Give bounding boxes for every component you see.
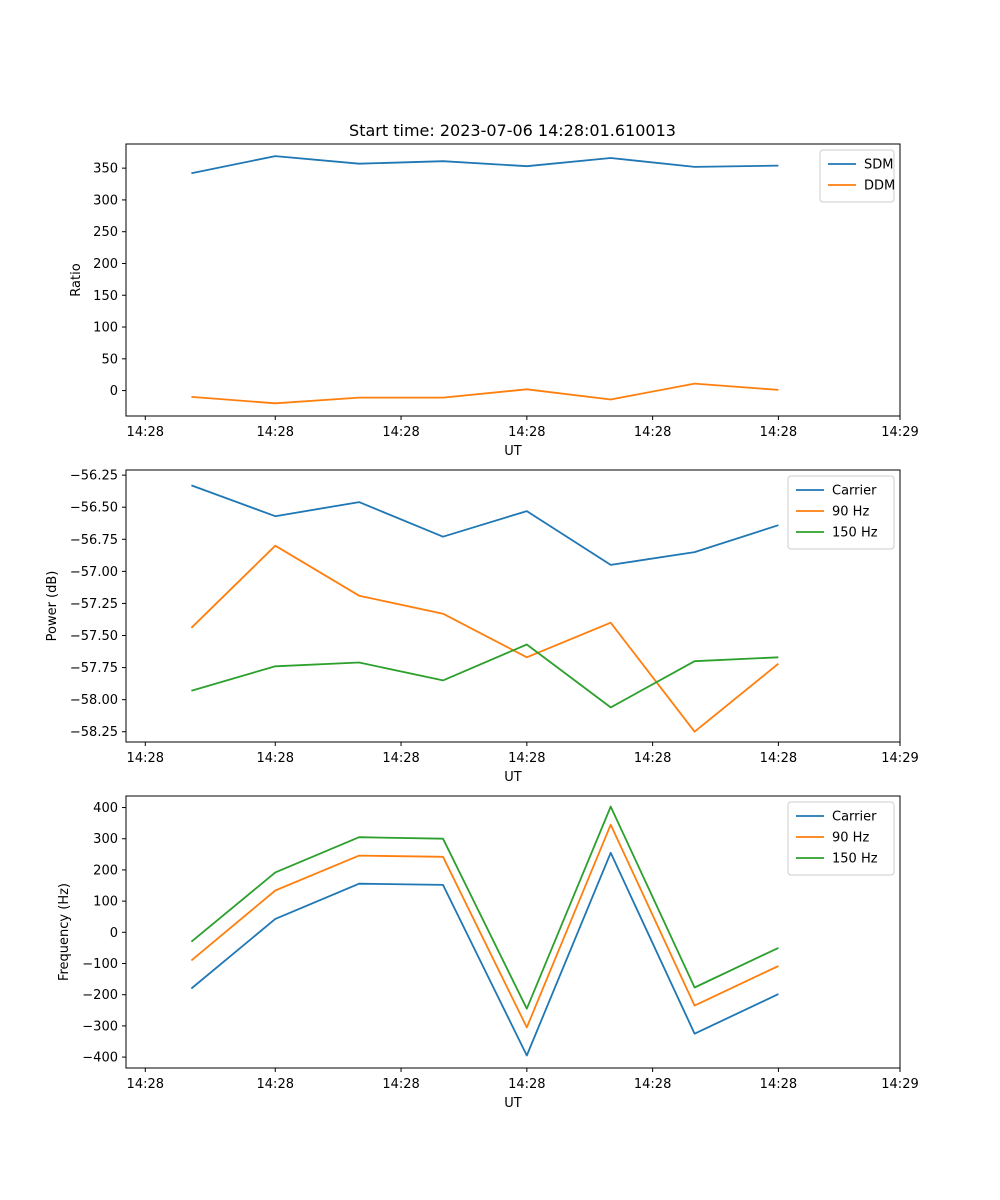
ratio-series-ddm-line (191, 382, 779, 405)
chart-title: Start time: 2023-07-06 14:28:01.610013 (349, 121, 676, 140)
frequency-x-tick-label: 14:28 (382, 1077, 419, 1092)
ratio-y-tick-label: 300 (93, 193, 118, 208)
frequency-y-tick-label: −400 (82, 1051, 118, 1066)
frequency-y-axis-label: Frequency (Hz) (57, 883, 72, 981)
power-x-tick-label: 14:28 (382, 751, 419, 766)
power-legend-label-150-hz: 150 Hz (832, 526, 878, 541)
frequency-y-tick-label: −300 (82, 1019, 118, 1034)
ratio-series-sdm-line (191, 155, 779, 175)
frequency-series-90-hz-line (190, 823, 779, 1029)
frequency-y-tick-label: −200 (82, 988, 118, 1003)
ratio-legend-label-ddm: DDM (864, 179, 895, 194)
frequency-y-tick-label: 0 (110, 926, 118, 941)
ratio-x-tick-label: 14:29 (881, 425, 918, 440)
ratio-y-tick-label: 150 (93, 289, 118, 304)
frequency-y-tick-label: 200 (93, 863, 118, 878)
frequency-x-axis-label: UT (504, 1096, 522, 1111)
power-y-tick-label: −58.25 (70, 725, 118, 740)
frequency-x-tick-label: 14:29 (881, 1077, 918, 1092)
frequency-x-tick-label: 14:28 (760, 1077, 797, 1092)
ratio-legend: SDM DDM (819, 149, 895, 203)
power-x-tick-label: 14:28 (634, 751, 671, 766)
power-legend: Carrier 90 Hz 150 Hz (787, 475, 895, 550)
power-panel: 14:28 14:28 14:28 14:28 14:28 14:28 14:29 −58.2… (45, 469, 919, 785)
frequency-x-tick-label: 14:28 (257, 1077, 294, 1092)
power-series-carrier-line (191, 484, 779, 566)
power-x-tick-label: 14:28 (127, 751, 164, 766)
power-x-tick-label: 14:29 (881, 751, 918, 766)
ratio-x-tick-label: 14:28 (760, 425, 797, 440)
ratio-legend-box (819, 149, 895, 203)
power-y-tick-label: −57.00 (70, 565, 118, 580)
power-series-90-hz-line (190, 544, 779, 733)
frequency-legend: Carrier 90 Hz 150 Hz (787, 801, 895, 876)
ratio-x-tick-label: 14:28 (127, 425, 164, 440)
power-y-tick-label: −56.50 (70, 501, 118, 516)
frequency-legend-label-carrier: Carrier (832, 810, 877, 825)
power-y-tick-label: −57.75 (70, 661, 118, 676)
ratio-panel: 14:28 14:28 14:28 14:28 14:28 14:28 14:29 0 50 10… (69, 143, 919, 459)
ratio-x-tick-label: 14:28 (257, 425, 294, 440)
power-y-tick-label: −56.75 (70, 533, 118, 548)
frequency-y-tick-label: 300 (93, 832, 118, 847)
frequency-panel: 14:28 14:28 14:28 14:28 14:28 14:28 14:29 −400 −… (57, 795, 919, 1111)
power-y-tick-label: −57.25 (70, 597, 118, 612)
frequency-x-tick-label: 14:28 (127, 1077, 164, 1092)
ratio-plot-frame (125, 143, 901, 417)
frequency-x-tick-label: 14:28 (634, 1077, 671, 1092)
ratio-y-tick-label: 50 (101, 352, 118, 367)
ratio-y-tick-label: 200 (93, 257, 118, 272)
ratio-y-tick-label: 350 (93, 162, 118, 177)
power-y-tick-label: −58.00 (70, 693, 118, 708)
ratio-y-tick-label: 250 (93, 225, 118, 240)
frequency-legend-label-150-hz: 150 Hz (832, 852, 878, 867)
power-plot-frame (125, 469, 901, 743)
power-x-tick-label: 14:28 (508, 751, 545, 766)
ratio-x-axis-label: UT (504, 444, 522, 459)
power-y-tick-label: −57.50 (70, 629, 118, 644)
power-x-axis-label: UT (504, 770, 522, 785)
power-x-tick-label: 14:28 (257, 751, 294, 766)
frequency-x-tick-label: 14:28 (508, 1077, 545, 1092)
ratio-x-tick-label: 14:28 (508, 425, 545, 440)
frequency-y-tick-label: 100 (93, 895, 118, 910)
ratio-y-tick-label: 100 (93, 321, 118, 336)
power-y-axis-label: Power (dB) (45, 571, 60, 642)
frequency-series-150-hz-line (190, 805, 779, 1010)
ratio-y-tick-label: 0 (110, 384, 118, 399)
power-legend-label-90-hz: 90 Hz (832, 505, 869, 520)
frequency-legend-label-90-hz: 90 Hz (832, 831, 869, 846)
ratio-legend-label-sdm: SDM (864, 158, 893, 173)
ratio-y-axis-label: Ratio (69, 263, 84, 296)
power-y-tick-label: −56.25 (70, 469, 118, 484)
power-legend-box (787, 475, 895, 550)
ratio-x-tick-label: 14:28 (634, 425, 671, 440)
power-legend-label-carrier: Carrier (832, 484, 877, 499)
power-x-tick-label: 14:28 (760, 751, 797, 766)
frequency-series-carrier-line (190, 851, 779, 1057)
ratio-x-tick-label: 14:28 (382, 425, 419, 440)
frequency-y-tick-label: −100 (82, 957, 118, 972)
power-series-150-hz-line (191, 643, 779, 709)
frequency-legend-box (787, 801, 895, 876)
frequency-y-tick-label: 400 (93, 801, 118, 816)
